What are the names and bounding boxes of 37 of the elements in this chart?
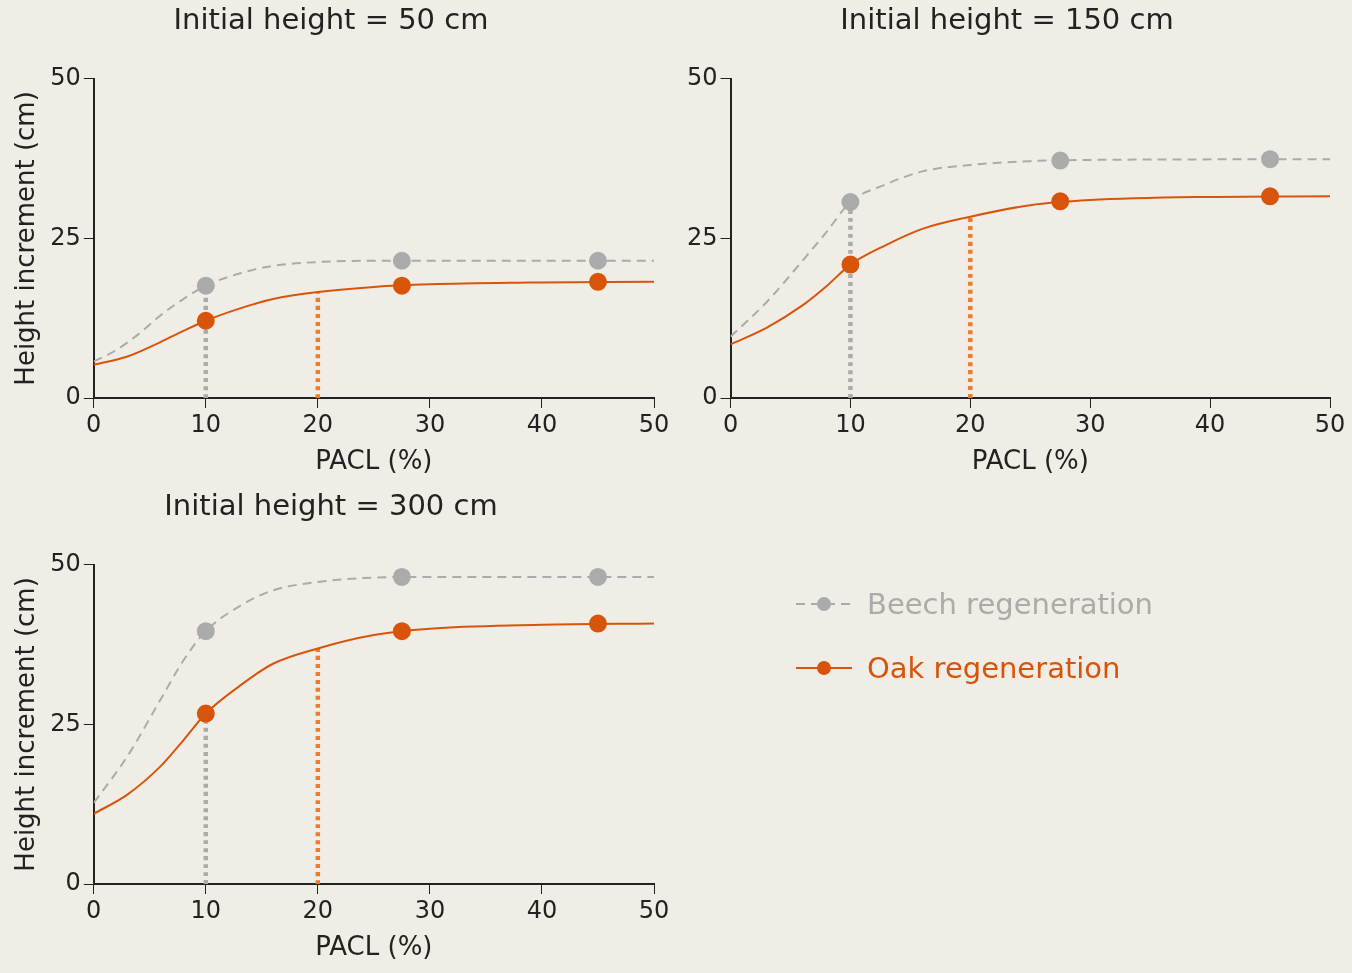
legend-label: Beech regeneration: [867, 587, 1153, 621]
y-tick-label: 25: [50, 708, 81, 737]
x-tick-label: 50: [638, 895, 670, 924]
x-tick-label: 20: [302, 895, 334, 924]
y-tick-label: 50: [50, 63, 81, 92]
x-tick-label: 0: [722, 409, 739, 438]
y-tick-label: 50: [686, 63, 718, 92]
y-tick-label: 0: [65, 382, 81, 411]
x-axis-title: PACL (%): [971, 445, 1089, 476]
y-axis-title: Height increment (cm): [10, 577, 41, 872]
x-tick-label: 30: [1074, 409, 1106, 438]
x-tick-label: 10: [190, 409, 222, 438]
x-axis-title: PACL (%): [315, 931, 433, 962]
y-tick-label: 0: [702, 382, 718, 411]
y-tick-label: 25: [686, 222, 718, 251]
legend-label: Oak regeneration: [867, 651, 1121, 685]
x-tick-label: 20: [302, 409, 334, 438]
y-tick-label: 25: [50, 222, 81, 251]
x-tick-label: 50: [1314, 409, 1346, 438]
x-tick-label: 10: [835, 409, 866, 438]
x-tick-label: 40: [1194, 409, 1226, 438]
chart-title: Initial height = 300 cm: [164, 487, 498, 522]
x-tick-label: 40: [526, 409, 558, 438]
chart-title: Initial height = 50 cm: [173, 1, 489, 36]
x-tick-label: 20: [955, 409, 986, 438]
y-tick-label: 0: [65, 868, 81, 897]
x-axis-title: PACL (%): [315, 445, 433, 476]
x-tick-label: 0: [86, 409, 102, 438]
chart-title: Initial height = 150 cm: [840, 1, 1174, 36]
x-tick-label: 30: [414, 895, 446, 924]
x-tick-label: 40: [526, 895, 558, 924]
y-axis-title: Height increment (cm): [10, 91, 41, 386]
x-tick-label: 50: [638, 409, 670, 438]
x-tick-label: 0: [86, 895, 102, 924]
y-tick-label: 50: [50, 549, 81, 578]
x-tick-label: 10: [190, 895, 222, 924]
x-tick-label: 30: [414, 409, 446, 438]
